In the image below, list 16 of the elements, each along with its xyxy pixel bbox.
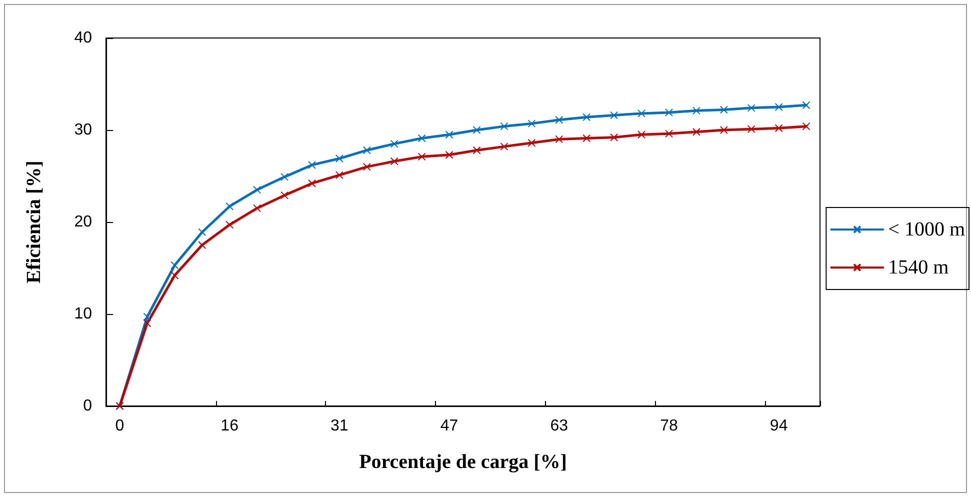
x-tick-label: 31: [330, 418, 348, 434]
legend-label: 1540 m: [888, 256, 950, 278]
legend-label: < 1000 m: [888, 218, 966, 240]
y-tick-label: 30: [74, 122, 92, 138]
x-tick-label: 94: [770, 418, 788, 434]
x-tick-label: 78: [660, 418, 678, 434]
x-tick-label: 16: [220, 418, 239, 434]
y-tick-label: 0: [83, 398, 92, 414]
x-tick-label: 47: [440, 418, 458, 434]
x-axis-title: Porcentaje de carga [%]: [359, 451, 567, 473]
y-axis-title: Eficiencia [%]: [23, 160, 45, 284]
y-tick-label: 40: [74, 30, 92, 46]
y-tick-label: 10: [74, 306, 92, 322]
x-tick-label: 0: [115, 418, 124, 434]
y-tick-label: 20: [74, 214, 92, 230]
x-tick-label: 63: [550, 418, 568, 434]
